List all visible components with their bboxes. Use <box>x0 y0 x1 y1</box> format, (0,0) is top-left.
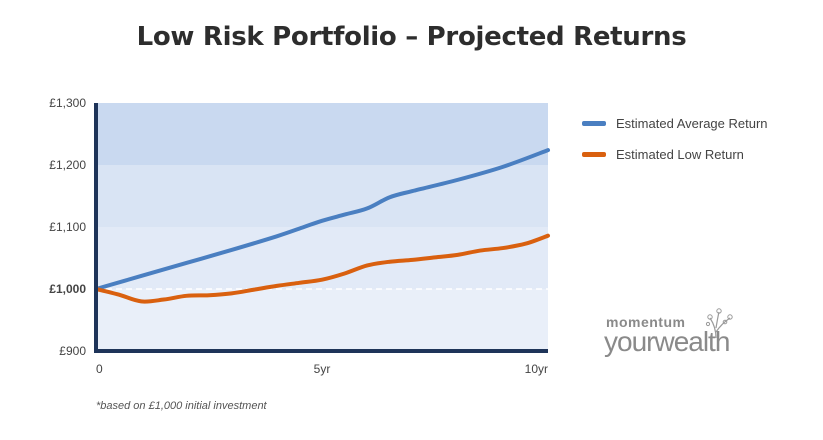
chart-title: Low Risk Portfolio – Projected Returns <box>136 22 687 52</box>
x-tick-label: 10yr <box>525 362 548 376</box>
momentum-yourwealth-logo: momentum yourwealth <box>604 308 746 362</box>
legend-item-average: Estimated Average Return <box>582 113 768 133</box>
y-tick-label: £1,100 <box>49 220 86 234</box>
x-tick-label: 0 <box>96 362 103 376</box>
y-tick-label: £1,200 <box>49 158 86 172</box>
series-line-average-return <box>94 148 550 291</box>
legend-label-low: Estimated Low Return <box>616 146 744 162</box>
legend-item-low: Estimated Low Return <box>582 144 744 164</box>
legend-swatch-low <box>582 151 606 157</box>
tree-icon <box>705 308 733 339</box>
logo-wordmark-top: momentum <box>606 314 686 330</box>
series-line-low-return <box>94 233 550 304</box>
y-tick-label: £1,300 <box>49 96 86 110</box>
y-tick-label: £900 <box>59 344 86 358</box>
legend-label-average: Estimated Average Return <box>616 115 768 131</box>
x-tick-label: 5yr <box>314 362 331 376</box>
y-tick-label: £1,000 <box>49 282 86 296</box>
footnote: *based on £1,000 initial investment <box>96 400 267 412</box>
logo-wordmark-bottom: yourwealth <box>604 326 730 357</box>
legend-swatch-average <box>582 120 606 126</box>
plot-band <box>96 103 548 165</box>
